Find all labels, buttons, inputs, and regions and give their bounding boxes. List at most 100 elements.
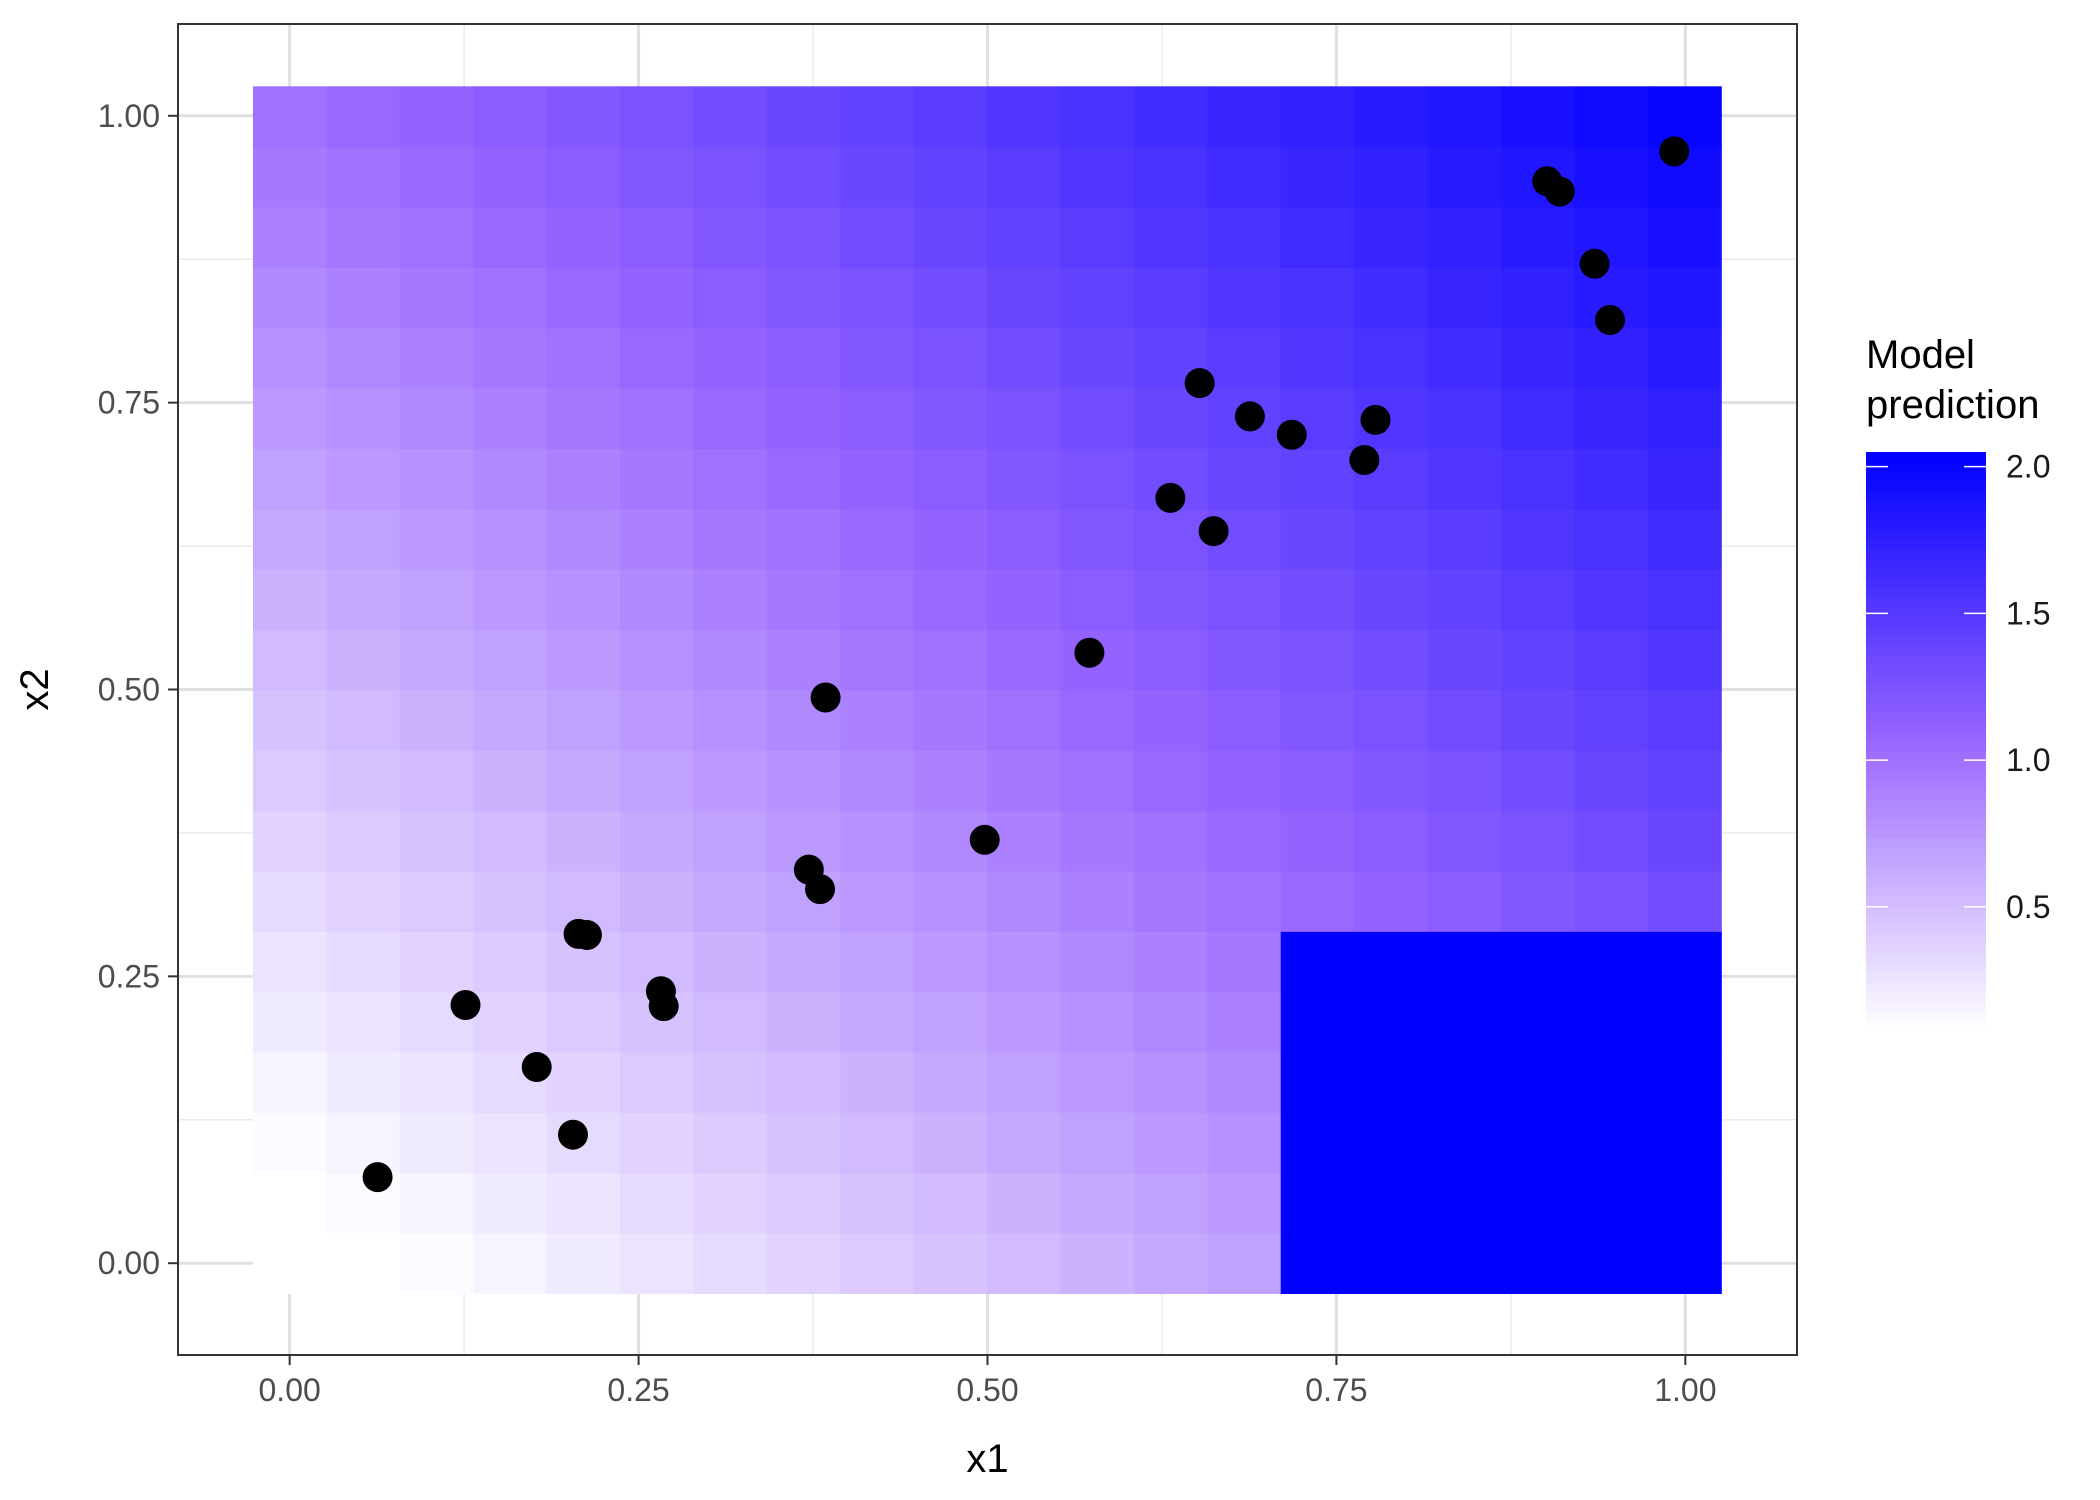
legend-color-step bbox=[1866, 760, 1986, 771]
heatmap-cell bbox=[1207, 629, 1282, 691]
heatmap-cell bbox=[913, 750, 988, 812]
heatmap-cell bbox=[1060, 86, 1135, 148]
heatmap-cell bbox=[987, 508, 1062, 570]
heatmap-cell bbox=[1060, 1112, 1135, 1174]
legend-color-step bbox=[1866, 741, 1986, 752]
heatmap-cell bbox=[1280, 750, 1355, 812]
heatmap-cell bbox=[766, 1051, 841, 1113]
heatmap-cell bbox=[1354, 508, 1429, 570]
data-point bbox=[805, 874, 836, 905]
heatmap-cell bbox=[252, 448, 327, 510]
heatmap-cell bbox=[252, 810, 327, 872]
heatmap-cell bbox=[693, 569, 768, 631]
heatmap-cell bbox=[546, 569, 621, 631]
heatmap-cell bbox=[399, 267, 474, 329]
data-point bbox=[1360, 404, 1391, 435]
legend-color-step bbox=[1866, 702, 1986, 713]
legend-color-step bbox=[1866, 480, 1986, 492]
heatmap-cell bbox=[546, 388, 621, 450]
heatmap-cell bbox=[693, 991, 768, 1053]
heatmap-cell bbox=[1427, 508, 1502, 570]
legend-tick-label: 1.5 bbox=[2006, 595, 2050, 631]
heatmap-cell bbox=[326, 388, 401, 450]
heatmap-cell bbox=[1133, 991, 1208, 1053]
legend-tick-label: 0.5 bbox=[2006, 889, 2050, 925]
heatmap-cell bbox=[693, 870, 768, 932]
heatmap-cell bbox=[326, 1112, 401, 1174]
heatmap-cell bbox=[1133, 870, 1208, 932]
heatmap-cell bbox=[399, 689, 474, 751]
heatmap-cell bbox=[1574, 1233, 1649, 1294]
legend-color-step bbox=[1866, 509, 1986, 521]
heatmap-cell bbox=[1647, 870, 1722, 932]
x-tick-label: 0.75 bbox=[1305, 1372, 1367, 1408]
legend-color-step bbox=[1866, 692, 1986, 704]
heatmap-cell bbox=[766, 991, 841, 1053]
heatmap-cell bbox=[546, 86, 621, 148]
heatmap-cell bbox=[913, 448, 988, 510]
heatmap-cell bbox=[913, 629, 988, 691]
heatmap-cell bbox=[840, 689, 915, 751]
heatmap-cell bbox=[326, 569, 401, 631]
heatmap-cell bbox=[913, 388, 988, 450]
heatmap-cell bbox=[1574, 1172, 1649, 1234]
legend: Model prediction 0.5 1.0 1.5 2.0 bbox=[1866, 333, 2050, 1031]
heatmap-cell bbox=[326, 508, 401, 570]
heatmap-cell bbox=[1500, 1172, 1575, 1234]
heatmap-cell bbox=[1427, 448, 1502, 510]
heatmap-cell bbox=[1060, 327, 1135, 389]
heatmap-cell bbox=[1280, 146, 1355, 208]
heatmap-cell bbox=[987, 1233, 1062, 1294]
heatmap-cell bbox=[399, 327, 474, 389]
heatmap-cell bbox=[1647, 508, 1722, 570]
heatmap-cell bbox=[546, 327, 621, 389]
heatmap-cell bbox=[1207, 810, 1282, 872]
heatmap-cell bbox=[1133, 508, 1208, 570]
heatmap-cell bbox=[840, 146, 915, 208]
heatmap-cell bbox=[766, 207, 841, 268]
heatmap-cell bbox=[913, 1051, 988, 1113]
heatmap-cell bbox=[473, 388, 548, 450]
data-point bbox=[557, 1119, 588, 1150]
heatmap-cell bbox=[1574, 629, 1649, 691]
heatmap-cell bbox=[473, 448, 548, 510]
heatmap-cell bbox=[913, 327, 988, 389]
heatmap-cell bbox=[1574, 86, 1649, 148]
heatmap-cell bbox=[1500, 1051, 1575, 1113]
heatmap-cell bbox=[840, 86, 915, 148]
legend-color-step bbox=[1866, 538, 1986, 549]
heatmap-cell bbox=[1574, 448, 1649, 510]
heatmap-cell bbox=[766, 1172, 841, 1234]
heatmap-cell bbox=[252, 1112, 327, 1174]
heatmap-cell bbox=[620, 146, 695, 208]
heatmap-cell bbox=[1500, 207, 1575, 268]
legend-colorbar bbox=[1866, 452, 1986, 1031]
heatmap-cell bbox=[1500, 629, 1575, 691]
legend-color-step bbox=[1866, 895, 1986, 906]
heatmap-cell bbox=[766, 750, 841, 812]
heatmap-cell bbox=[913, 991, 988, 1053]
heatmap-cell bbox=[1207, 207, 1282, 268]
heatmap-cell bbox=[1427, 1233, 1502, 1294]
heatmap-cell bbox=[1280, 931, 1355, 993]
heatmap-cell bbox=[1574, 327, 1649, 389]
heatmap-cell bbox=[1354, 146, 1429, 208]
heatmap-cell bbox=[1280, 689, 1355, 751]
heatmap-cell bbox=[620, 1051, 695, 1113]
heatmap-cell bbox=[1427, 569, 1502, 631]
y-tick-label: 0.75 bbox=[98, 385, 160, 421]
heatmap-cell bbox=[473, 629, 548, 691]
heatmap-cell bbox=[546, 689, 621, 751]
heatmap-cell bbox=[546, 1051, 621, 1113]
heatmap-cell bbox=[1133, 1233, 1208, 1294]
heatmap-cell bbox=[1060, 267, 1135, 329]
heatmap-cell bbox=[1647, 569, 1722, 631]
heatmap-cell bbox=[1354, 1233, 1429, 1294]
heatmap-cell bbox=[1647, 629, 1722, 691]
legend-color-step bbox=[1866, 981, 1986, 993]
heatmap-cell bbox=[1427, 1112, 1502, 1174]
heatmap-cell bbox=[252, 388, 327, 450]
legend-color-step bbox=[1866, 779, 1986, 790]
x-tick-label: 1.00 bbox=[1654, 1372, 1716, 1408]
heatmap-cell bbox=[1500, 870, 1575, 932]
